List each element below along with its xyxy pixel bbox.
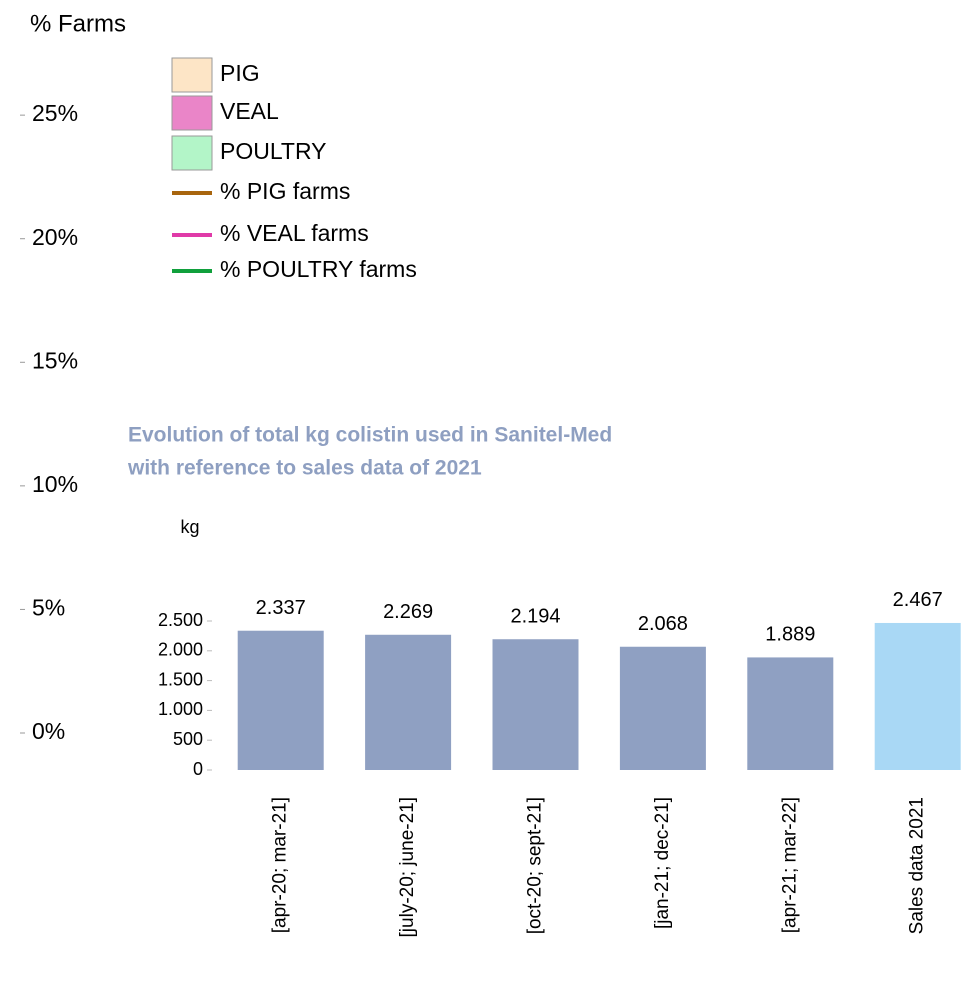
legend-label: VEAL — [220, 98, 279, 124]
x-tick-label: Sales data 2021 — [907, 797, 928, 934]
y-tick-label: 2.500 — [158, 610, 203, 630]
x-tick-label: [oct-20; sept-21] — [525, 797, 546, 934]
y-tick-label: 20% — [32, 224, 78, 250]
y-tick-label: 15% — [32, 347, 78, 373]
y-tick-label: 0% — [32, 718, 65, 744]
legend-swatch — [171, 95, 213, 131]
data-label: 2.467 — [893, 589, 943, 611]
legend-label: PIG — [220, 60, 260, 86]
legend-swatch — [171, 57, 213, 93]
bar — [492, 639, 579, 770]
y-tick-label: 500 — [173, 729, 203, 749]
bar — [874, 622, 961, 770]
y-tick-label: 10% — [32, 471, 78, 497]
bar — [365, 634, 452, 770]
data-label: 2.337 — [256, 597, 306, 619]
legend-label: % VEAL farms — [220, 220, 369, 246]
legend-label: % POULTRY farms — [220, 256, 417, 282]
bar — [747, 657, 834, 770]
data-label: 2.068 — [638, 613, 688, 635]
y-tick-label: 1.000 — [158, 699, 203, 719]
axis-title: kg — [180, 517, 199, 537]
y-tick-label: 5% — [32, 595, 65, 621]
chart-title: Evolution of total kg colistin used in S… — [128, 424, 612, 447]
data-label: 1.889 — [765, 624, 815, 646]
chart-title: with reference to sales data of 2021 — [127, 457, 482, 480]
bar — [619, 646, 706, 770]
x-tick-label: [apr-21; mar-22] — [779, 797, 800, 933]
axis-title: % Farms — [30, 10, 126, 37]
y-tick-label: 2.000 — [158, 640, 203, 660]
data-label: 2.269 — [383, 601, 433, 623]
x-tick-label: [apr-20; mar-21] — [270, 797, 291, 933]
y-tick-label: 25% — [32, 100, 78, 126]
legend-swatch — [171, 135, 213, 171]
x-tick-label: [july-20; june-21] — [397, 797, 418, 937]
x-tick-label: [jan-21; dec-21] — [652, 797, 673, 929]
bar — [237, 630, 324, 770]
legend-label: POULTRY — [220, 138, 327, 164]
legend-label: % PIG farms — [220, 178, 350, 204]
y-tick-label: 1.500 — [158, 669, 203, 689]
data-label: 2.194 — [510, 606, 560, 628]
y-tick-label: 0 — [193, 759, 203, 779]
